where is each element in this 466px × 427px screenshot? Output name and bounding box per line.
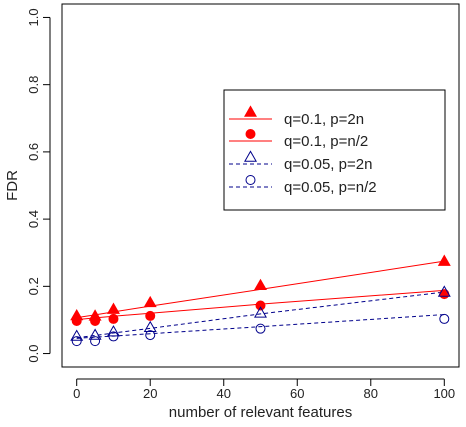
legend-label: q=0.1, p=n/2 <box>284 133 368 150</box>
data-point <box>439 289 450 300</box>
x-tick-label: 60 <box>290 386 304 401</box>
data-point <box>106 325 120 337</box>
data-point <box>255 323 266 334</box>
y-tick-label: 0.2 <box>26 277 41 295</box>
x-axis-label: number of relevant features <box>169 404 352 421</box>
data-point <box>145 330 156 341</box>
data-point <box>108 331 119 342</box>
legend-marker <box>245 129 256 139</box>
legend-marker <box>245 175 256 185</box>
data-points <box>70 254 451 347</box>
y-tick-label: 0.6 <box>26 143 41 161</box>
data-point <box>255 300 266 311</box>
legend: q=0.1, p=2n q=0.1, p=n/2 q=0.05, p=2n q=0.0… <box>223 89 446 211</box>
series-line <box>76 314 445 339</box>
y-axis: 0.0 0.2 0.4 0.6 0.8 1.0 <box>26 8 51 363</box>
data-point <box>254 306 267 318</box>
data-point <box>90 315 101 326</box>
data-point <box>106 302 120 314</box>
data-point <box>143 320 157 333</box>
data-point <box>437 285 451 297</box>
data-point <box>254 278 267 291</box>
y-tick-label: 0.4 <box>26 210 41 228</box>
x-tick-label: 80 <box>364 386 378 401</box>
y-tick-label: 0.8 <box>26 76 41 94</box>
legend-box <box>223 89 446 211</box>
legend-label: q=0.1, p=2n <box>284 111 364 128</box>
data-point <box>70 329 84 341</box>
x-tick-label: 20 <box>143 386 157 401</box>
x-tick-label: 100 <box>433 386 455 401</box>
plot-frame <box>61 3 460 368</box>
data-point <box>88 328 102 340</box>
data-point <box>108 313 119 324</box>
x-axis: 0 20 40 60 80 100 <box>73 378 455 401</box>
data-point <box>439 313 450 324</box>
x-tick-label: 0 <box>73 386 80 401</box>
legend-marker <box>244 150 257 162</box>
data-point <box>143 295 157 308</box>
y-axis-label: FDR <box>4 170 21 201</box>
legend-label: q=0.05, p=2n <box>284 156 372 173</box>
legend-label: q=0.05, p=n/2 <box>284 179 377 196</box>
x-tick-label: 40 <box>217 386 231 401</box>
data-point <box>437 254 451 266</box>
data-point <box>90 336 101 347</box>
y-tick-label: 1.0 <box>26 8 41 26</box>
data-point <box>71 336 82 347</box>
y-tick-label: 0.0 <box>26 345 41 363</box>
legend-marker <box>244 105 257 117</box>
data-point <box>145 310 156 321</box>
data-point <box>71 315 82 326</box>
fit-lines <box>76 260 445 339</box>
